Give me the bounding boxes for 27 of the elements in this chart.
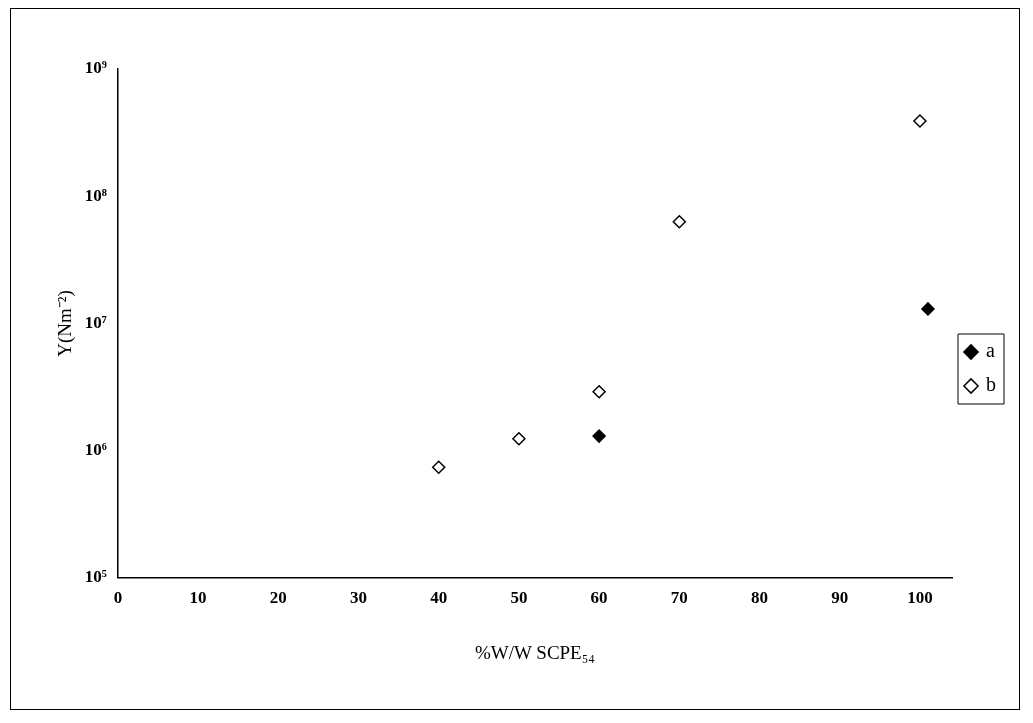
point [592,385,606,399]
point [592,429,606,443]
point [431,460,446,474]
point [512,431,526,446]
x-axis-title: %W/W SCPE₅₄ [474,641,595,663]
y-tick-label: 10⁷ [84,312,107,332]
x-tick-label: 80 [751,588,769,608]
x-tick-label: 70 [670,588,688,608]
x-tick-label: 20 [269,588,287,608]
y-axis-title: Y(Nm⁻²) [54,290,77,357]
y-tick-label: 10⁹ [84,58,107,78]
x-tick-label: 60 [590,588,608,608]
point [921,302,935,316]
y-tick-label: 10⁸ [84,185,107,205]
point [913,114,927,128]
x-tick-label: 40 [430,588,448,608]
legend-label: a [986,339,995,362]
x-tick-label: 30 [350,588,367,608]
y-tick-label: 10⁵ [84,567,107,587]
x-tick-label: 90 [831,588,849,608]
y-tick-label: 10⁶ [84,439,107,459]
x-tick-label: 10 [189,588,207,608]
x-tick-label: 0 [113,588,123,608]
legend-label: b [986,373,996,396]
x-tick-label: 50 [510,588,528,608]
point [672,214,687,229]
x-tick-label: 100 [907,588,933,608]
